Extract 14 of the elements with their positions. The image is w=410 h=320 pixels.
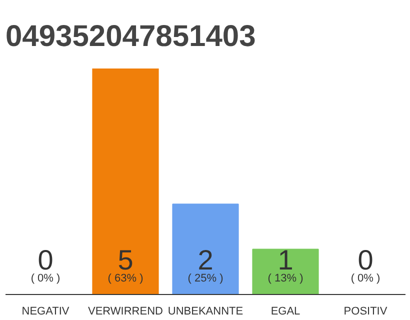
x-tick-label: VERWIRREND xyxy=(88,306,164,318)
x-tick-label: UNBEKANNTE xyxy=(168,306,244,318)
x-tick-label: POSITIV xyxy=(344,306,388,318)
x-tick-label: EGAL xyxy=(270,306,300,318)
x-tick-label: NEGATIV xyxy=(22,306,70,318)
data-label: 5 xyxy=(118,244,134,276)
annotation: ( 63% ) xyxy=(108,272,144,284)
annotation: ( 0% ) xyxy=(30,272,60,284)
data-label: 1 xyxy=(278,244,294,276)
annotation: ( 13% ) xyxy=(268,272,304,284)
annotation: ( 25% ) xyxy=(188,272,224,284)
annotation: ( 0% ) xyxy=(350,272,380,284)
data-label: 2 xyxy=(198,244,214,276)
chart-title: 049352047851403 xyxy=(6,20,256,53)
